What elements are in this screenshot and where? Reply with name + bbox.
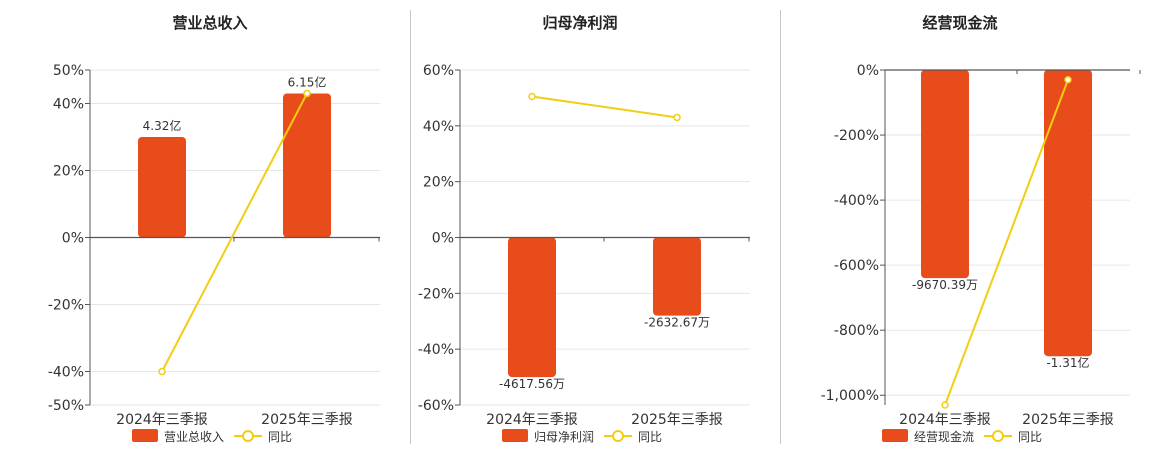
chart-title: 营业总收入 [172,14,247,32]
chart-panel-3: 经营现金流 -1,000% -800% -600% -400% -200% 0% -9670.… [821,14,1141,444]
series-point-yoy [528,92,536,101]
bar-data-label: -1.31亿 [1046,355,1089,370]
bar-data-label: 6.15亿 [288,74,327,89]
y-tick-label: 0% [62,231,84,247]
y-tick-label: 50% [53,63,84,79]
x-tick-label: 2024年三季报 [899,412,991,428]
y-tick-label: 20% [423,175,454,191]
series-line-yoy [944,79,1069,406]
series-point-yoy [303,89,311,98]
legend-swatch-bar [502,429,528,442]
bar-data-label: 4.32亿 [143,118,182,133]
legend-label-line: 同比 [1018,430,1042,444]
series-point-yoy [673,113,681,122]
y-tick-label: 40% [53,97,84,113]
bar [508,237,556,378]
bar [283,93,331,238]
bar [138,137,186,238]
x-tick-label: 2025年三季报 [261,412,353,428]
bar-data-label: -2632.67万 [644,316,710,330]
y-tick-label: -20% [418,286,454,302]
y-tick-label: 20% [53,164,84,180]
bar [1044,70,1092,357]
series-line-yoy [531,95,678,119]
bar-data-label: -9670.39万 [912,278,978,292]
y-tick-label: 0% [857,63,879,79]
legend-label-bar: 经营现金流 [914,429,974,444]
x-tick-label: 2024年三季报 [486,412,578,428]
legend-swatch-marker [612,430,624,442]
y-tick-label: -50% [48,398,84,414]
chart-title: 归母净利润 [542,14,617,32]
legend-label-line: 同比 [638,430,662,444]
x-tick-label: 2025年三季报 [631,412,723,428]
legend-label-bar: 归母净利润 [534,430,594,444]
x-tick-label: 2024年三季报 [116,412,208,428]
y-tick-label: -40% [48,365,84,381]
series-point-yoy [941,401,949,409]
y-tick-label: 40% [423,119,454,135]
bar [653,237,701,316]
legend-swatch-marker [992,430,1004,442]
panel-separator [780,10,781,444]
bar-data-label: -4617.56万 [499,377,565,391]
series-point-yoy [158,367,166,376]
y-tick-label: -400% [834,193,879,209]
y-tick-label: -200% [834,128,879,144]
series-line-yoy [161,92,308,372]
legend-swatch-bar [882,429,908,442]
legend-swatch-bar [132,429,158,442]
y-tick-label: -60% [418,398,454,414]
y-tick-label: -600% [834,258,879,274]
bar [921,70,969,279]
x-tick-label: 2025年三季报 [1022,412,1114,428]
y-tick-label: -800% [834,323,879,339]
y-tick-label: 0% [432,231,454,247]
legend-label-bar: 营业总收入 [164,430,224,444]
y-tick-label: -1,000% [821,388,879,404]
y-tick-label: -40% [418,342,454,358]
chart-panel-1: 营业总收入 -50% -40% -20% 0% 20% 40% 50% 4.32亿 6.15亿 20… [48,14,380,444]
legend-label-line: 同比 [268,430,292,444]
y-tick-label: -20% [48,298,84,314]
series-point-yoy [1064,76,1072,84]
chart-title: 经营现金流 [922,14,997,32]
legend-swatch-marker [242,430,254,442]
panel-separator [410,10,411,444]
y-tick-label: 60% [423,63,454,79]
chart-panel-2: 归母净利润 -60% -40% -20% 0% 20% 40% 60% -4617.56万 -26… [418,14,750,444]
